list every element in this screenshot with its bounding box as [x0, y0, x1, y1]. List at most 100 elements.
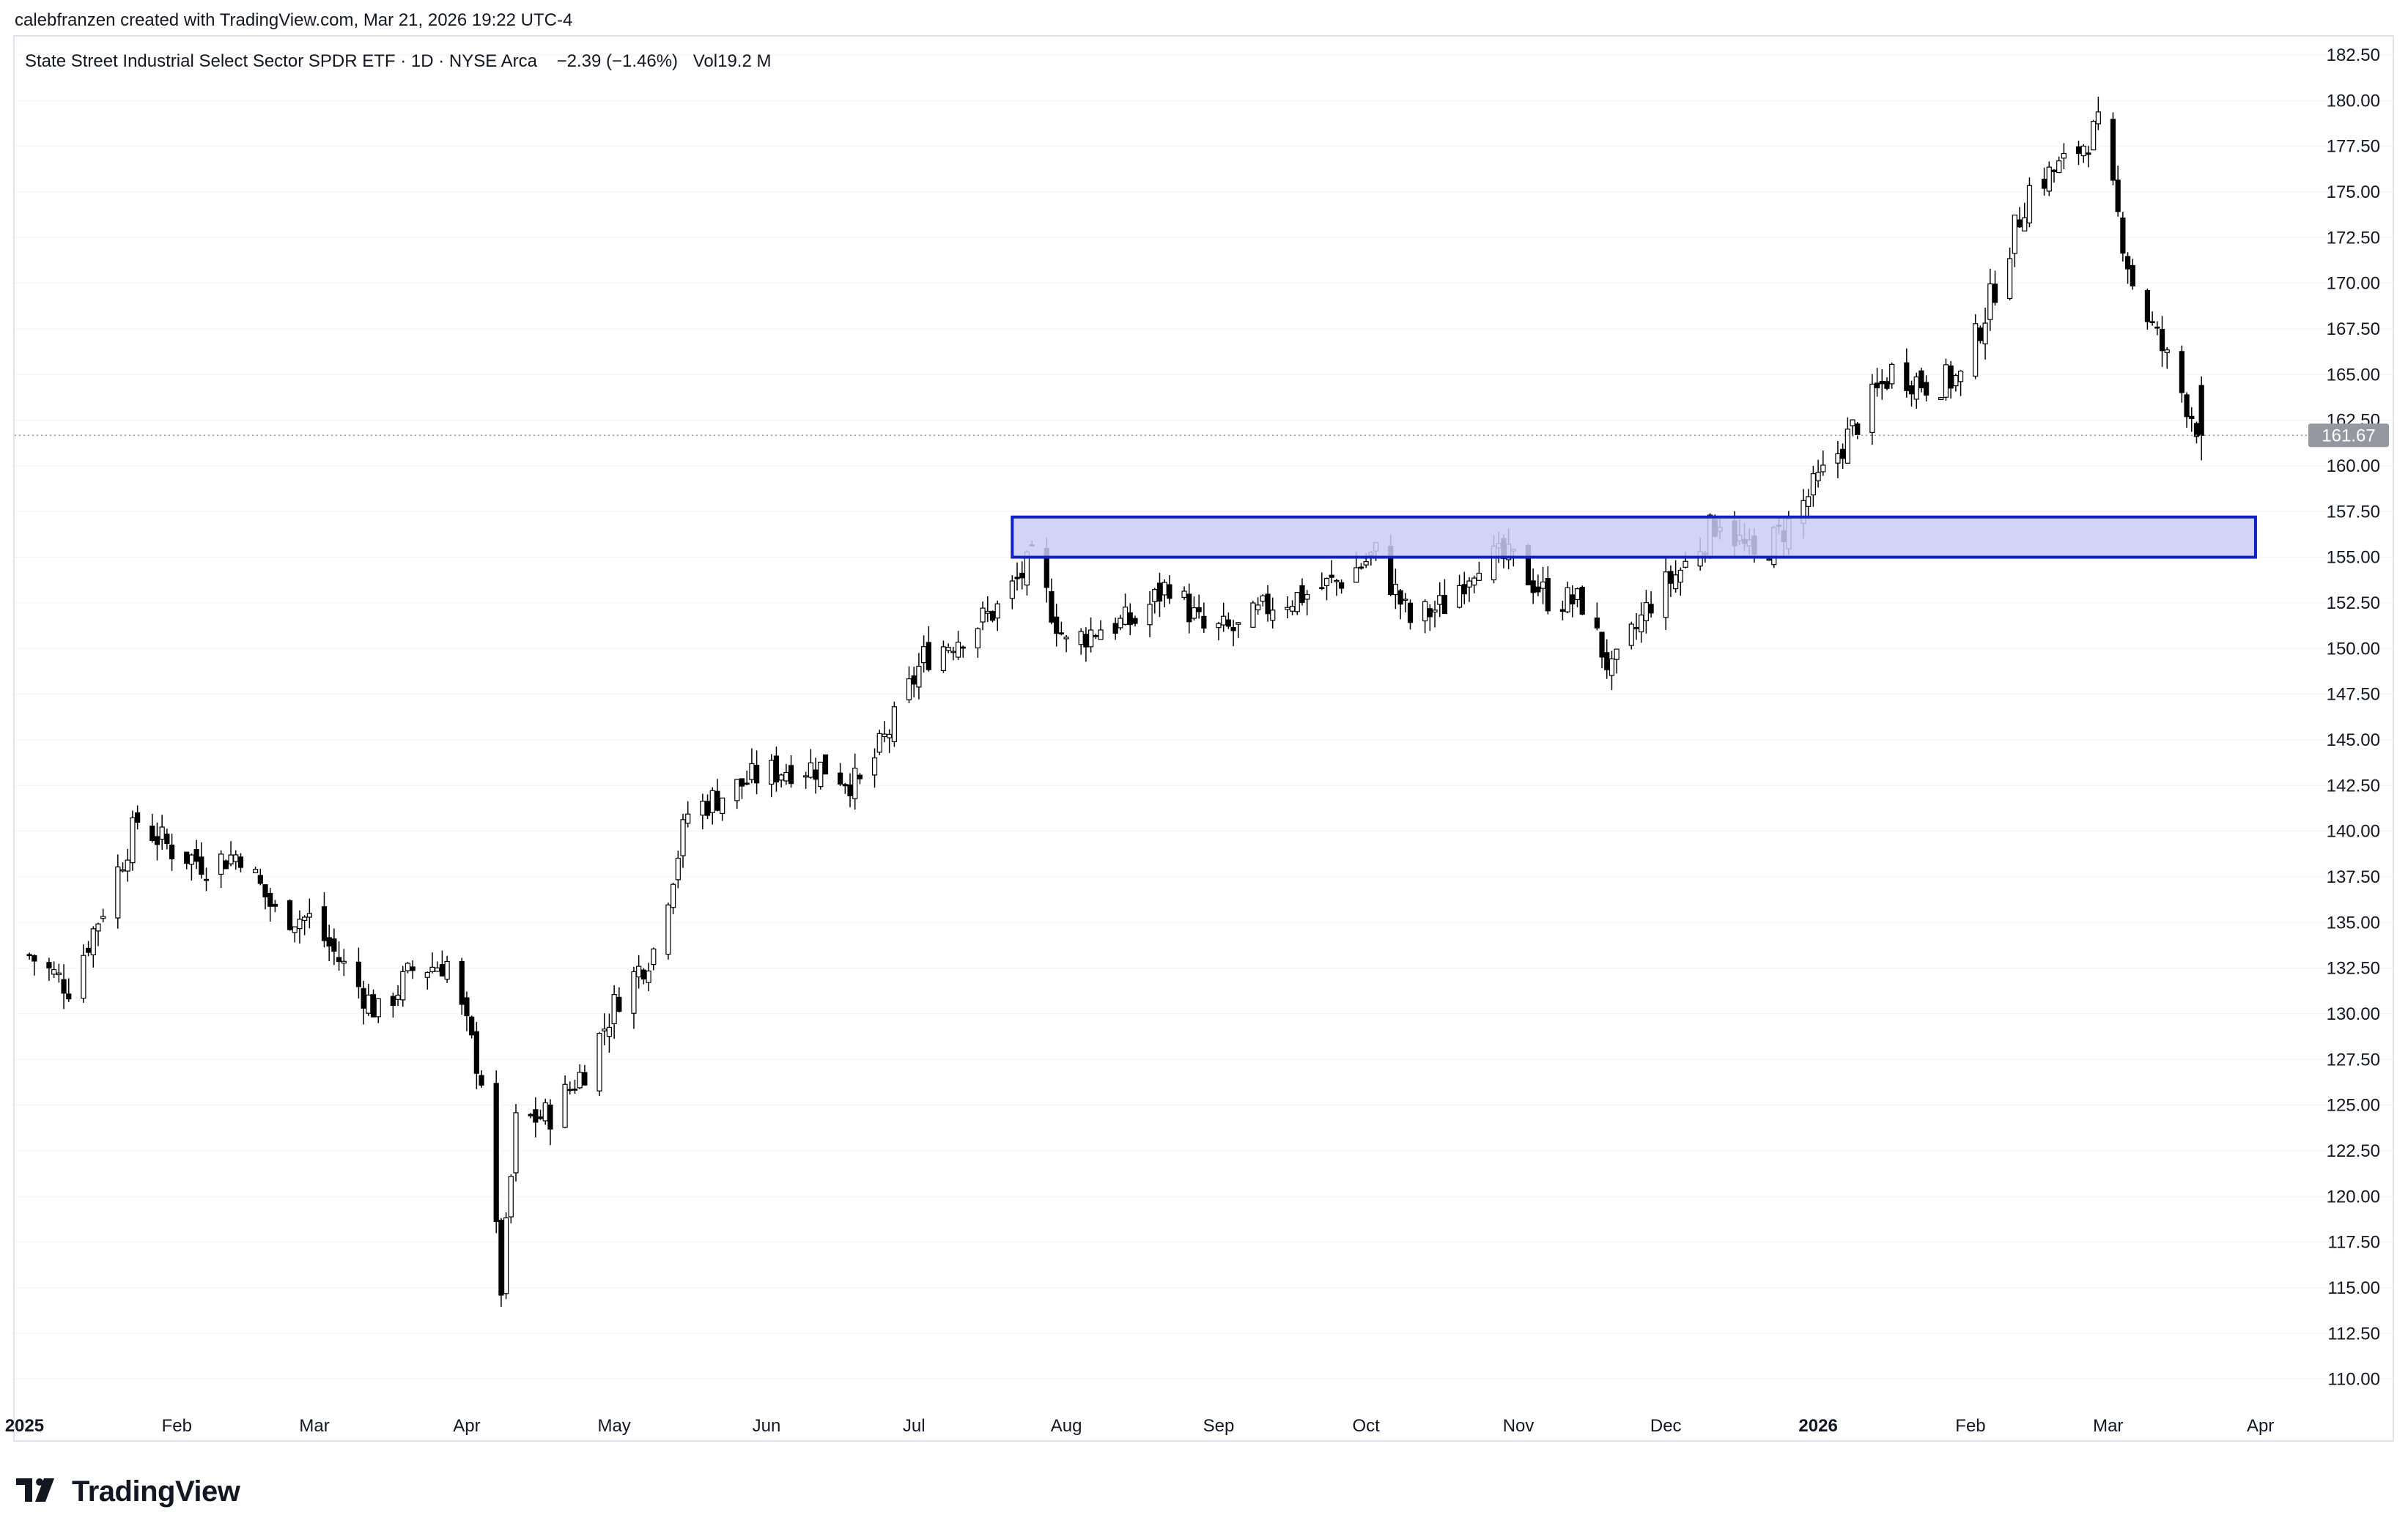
highlight-zone — [1011, 515, 2257, 559]
candle-body — [1181, 590, 1187, 599]
volume-value: 19.2 M — [717, 51, 772, 71]
candle-body — [847, 784, 853, 796]
candle-body — [2075, 146, 2082, 155]
candle-body — [1614, 648, 1620, 660]
candle-body — [1441, 595, 1448, 615]
candle-body — [685, 813, 691, 824]
candle-body — [1270, 609, 1276, 621]
candle-body — [287, 900, 293, 930]
candle-body — [1403, 599, 1408, 601]
symbol-title[interactable]: State Street Industrial Select Sector SP… — [25, 51, 537, 71]
candle-body — [945, 647, 951, 651]
y-tick-label: 157.50 — [2327, 502, 2380, 522]
candle-body — [1466, 580, 1472, 588]
candle-body — [842, 784, 848, 787]
candle-body — [199, 856, 204, 875]
candle-body — [56, 972, 62, 975]
tradingview-logo[interactable]: TradingView — [16, 1475, 240, 1508]
candle-body — [1855, 423, 1861, 435]
candle-body — [1054, 616, 1060, 634]
x-tick-label: Dec — [1650, 1416, 1682, 1436]
candle-body — [1530, 580, 1536, 593]
candle-body — [159, 826, 165, 840]
candle-body — [1009, 580, 1015, 599]
candle-body — [1319, 587, 1325, 590]
y-tick-label: 170.00 — [2327, 274, 2380, 294]
candle-body — [1461, 584, 1467, 595]
candle-body — [2091, 121, 2097, 151]
candle-body — [2026, 185, 2033, 223]
candle-body — [994, 603, 1000, 619]
candle-body — [508, 1176, 514, 1218]
candle-body — [940, 646, 947, 671]
candle-body — [857, 774, 863, 779]
candle-body — [1559, 609, 1565, 612]
candle-body — [1250, 602, 1256, 628]
candle-body — [1884, 381, 1890, 389]
candle-body — [1014, 577, 1020, 579]
candle-body — [1973, 323, 1979, 377]
candle-body — [1186, 593, 1192, 623]
x-tick-label: Jul — [903, 1416, 926, 1436]
candle-body — [1673, 574, 1679, 590]
x-tick-label: 2026 — [1798, 1416, 1837, 1436]
y-tick-label: 135.00 — [2327, 913, 2380, 933]
candle-body — [1407, 602, 1414, 623]
candle-body — [302, 916, 308, 922]
candle-body — [1648, 604, 1654, 614]
candle-body — [115, 866, 121, 919]
candle-body — [1088, 629, 1094, 648]
candle-body — [1152, 589, 1158, 602]
candle-body — [911, 675, 917, 685]
y-tick-label: 182.50 — [2327, 45, 2380, 65]
candle-body — [616, 996, 622, 1012]
candle-body — [459, 961, 465, 1005]
candle-body — [513, 1112, 519, 1174]
candle-body — [1948, 365, 1954, 389]
candle-body — [985, 610, 991, 614]
candle-body — [1869, 383, 1875, 433]
candle-body — [720, 797, 725, 815]
candle-body — [395, 994, 401, 1000]
candle-body — [321, 906, 328, 941]
y-tick-label: 122.50 — [2327, 1141, 2380, 1161]
candle-body — [778, 774, 784, 781]
candle-body — [1850, 419, 1855, 426]
candle-body — [119, 869, 126, 872]
candle-body — [921, 646, 927, 664]
y-tick-label: 160.00 — [2327, 456, 2380, 476]
candle-body — [493, 1083, 499, 1222]
candle-body — [1874, 382, 1880, 388]
candle-body — [1565, 587, 1570, 612]
candle-body — [1265, 593, 1271, 615]
candle-body — [85, 947, 92, 953]
candle-body — [2012, 214, 2017, 254]
x-tick-label: Apr — [2247, 1416, 2274, 1436]
candle-body — [2149, 321, 2155, 324]
candle-body — [1677, 569, 1683, 583]
candle-body — [636, 966, 642, 978]
x-tick-label: Oct — [1352, 1416, 1380, 1436]
candle-body — [1639, 614, 1644, 633]
candle-body — [1260, 595, 1266, 602]
candle-body — [1285, 607, 1290, 610]
candle-body — [1643, 601, 1649, 621]
candle-body — [646, 970, 651, 983]
candle-body — [1299, 585, 1305, 604]
candle-body — [813, 769, 819, 780]
x-tick-label: Aug — [1051, 1416, 1082, 1436]
candle-body — [1820, 464, 1826, 473]
candle-body — [1294, 592, 1300, 612]
candle-body — [1063, 637, 1069, 640]
y-tick-label: 140.00 — [2327, 822, 2380, 842]
candle-body — [2046, 166, 2052, 192]
candle-body — [2086, 152, 2091, 155]
candle-body — [640, 969, 646, 979]
candle-body — [1599, 631, 1605, 658]
candle-body — [606, 1026, 613, 1037]
candle-body — [1392, 584, 1398, 596]
candle-body — [228, 854, 234, 864]
logo-text: TradingView — [72, 1475, 240, 1508]
candle-body — [788, 765, 794, 785]
